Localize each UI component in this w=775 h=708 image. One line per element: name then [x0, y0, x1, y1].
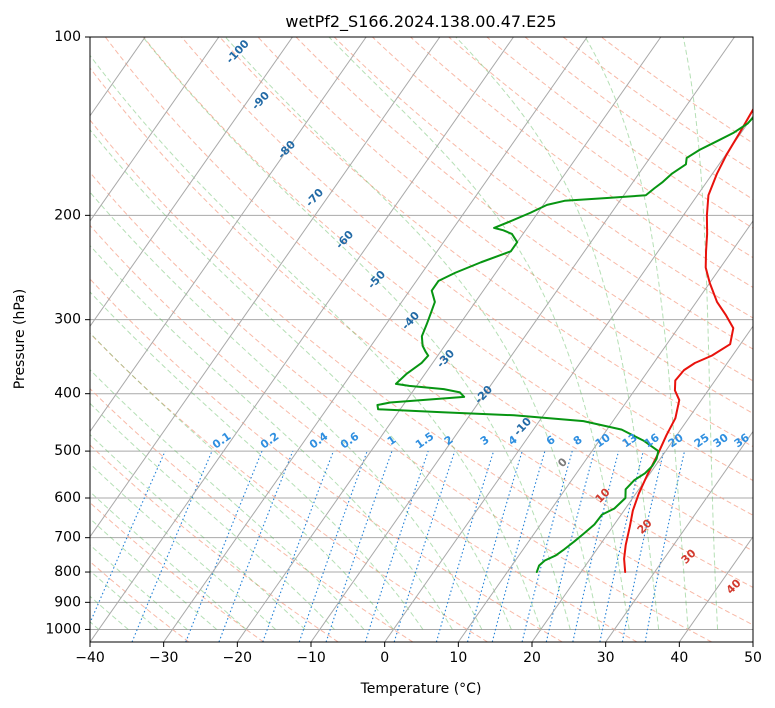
moist-adiabats [90, 37, 719, 630]
y-tick-label: 300 [54, 312, 81, 328]
mixing-ratio-line [131, 450, 213, 642]
dry-adiabat-line [90, 171, 712, 642]
dry-adiabat-line [372, 37, 753, 319]
x-tick-label: 30 [597, 650, 615, 666]
mixing-ratio-line [599, 450, 644, 642]
dry-adiabat-line [90, 67, 753, 588]
moist-adiabat-line [90, 54, 542, 630]
mixing-ratio-line [393, 450, 456, 642]
moist-adiabat-line [90, 291, 424, 630]
profile-lines [376, 107, 753, 574]
x-tick-label: 20 [523, 650, 541, 666]
mixing-ratio-line [621, 450, 665, 642]
x-tick-label: 0 [380, 650, 389, 666]
chart-title: wetPf2_S166.2024.138.00.47.E25 [285, 12, 556, 32]
moist-adiabat-line [225, 37, 601, 630]
isotherm-line [90, 37, 514, 642]
moist-adiabat-line [90, 244, 453, 630]
dry-adiabat-line [562, 37, 753, 172]
moist-adiabat-line [90, 332, 394, 630]
moist-adiabat-line [584, 37, 689, 630]
isotherm-gridlines [90, 37, 753, 642]
isotherm-line [310, 37, 735, 642]
dry-adiabat-line [90, 332, 488, 642]
isotherm-line [90, 37, 220, 222]
mixing-ratio-line [466, 450, 523, 642]
mixing-ratio-line [572, 450, 620, 642]
moist-adiabat-line [90, 191, 483, 630]
isotherm-line [605, 430, 753, 642]
moist-adiabat-line [90, 128, 512, 630]
dry-adiabat-line [295, 37, 753, 382]
isotherm-line [90, 37, 293, 328]
x-axis-ticks: −40 −30 −20 −10 0 10 20 30 40 50 [75, 642, 762, 666]
y-axis-label: Pressure (hPa) [12, 289, 28, 389]
dry-adiabat-line [90, 278, 563, 642]
dry-adiabat-line [143, 37, 753, 516]
dry-adiabat-line [90, 444, 339, 642]
moist-adiabat-line [90, 518, 217, 630]
moist-adiabat-line [90, 402, 335, 630]
dry-adiabat-line [524, 37, 753, 200]
mixing-ratio-line [90, 450, 166, 625]
mixing-ratio-line [435, 450, 495, 642]
y-tick-label: 500 [54, 443, 81, 459]
y-tick-label: 100 [54, 29, 81, 45]
dry-adiabats [90, 37, 753, 642]
y-tick-label: 800 [54, 564, 81, 580]
x-tick-label: 40 [670, 650, 688, 666]
isotherm-line [678, 535, 753, 642]
dry-adiabat-line [219, 37, 753, 448]
dry-adiabat-line [90, 501, 264, 642]
y-tick-label: 600 [54, 490, 81, 506]
isotherm-line [90, 37, 367, 433]
moist-adiabat-line [90, 570, 159, 630]
x-tick-label: −30 [149, 650, 179, 666]
mixing-ratio-line [491, 450, 546, 642]
y-tick-label: 700 [54, 530, 81, 546]
mixing-ratio-line [325, 450, 393, 642]
mixing-ratio-line [364, 450, 429, 642]
y-tick-label: 400 [54, 386, 81, 402]
dry-adiabat-line [104, 37, 753, 552]
mixing-ratio-line [521, 450, 573, 642]
x-axis-label: Temperature (°C) [360, 681, 482, 697]
x-tick-label: −10 [296, 650, 326, 666]
isobar-gridlines [90, 37, 753, 630]
moist-adiabat-line [328, 37, 630, 630]
x-tick-label: 50 [744, 650, 762, 666]
temperature-profile [623, 107, 753, 574]
y-tick-label: 200 [54, 207, 81, 223]
isotherm-line [531, 325, 753, 642]
y-axis-ticks: 100 200 300 400 500 600 700 800 900 1000 [45, 29, 90, 637]
isotherm-line [236, 37, 662, 642]
dry-adiabat-line [90, 224, 638, 642]
y-tick-label: 1000 [45, 621, 81, 637]
plot-frame [89, 36, 754, 643]
x-tick-label: 10 [449, 650, 467, 666]
dewpoint-profile [376, 116, 753, 574]
isotherm-line [457, 220, 753, 642]
moist-adiabat-line [90, 369, 365, 630]
mixing-ratio-line [644, 450, 686, 642]
moist-adiabat-line [142, 37, 571, 630]
dry-adiabat-line [90, 388, 414, 642]
dry-adiabat-line [90, 119, 753, 626]
isotherm-line [90, 37, 441, 538]
moist-adiabat-line [90, 544, 188, 630]
dry-adiabat-line [448, 37, 753, 259]
x-tick-label: −20 [223, 650, 253, 666]
x-tick-label: −40 [75, 650, 105, 666]
dry-adiabat-line [333, 37, 753, 350]
isotherm-line [163, 37, 588, 642]
y-tick-label: 900 [54, 594, 81, 610]
mixing-ratio-line [298, 450, 368, 642]
